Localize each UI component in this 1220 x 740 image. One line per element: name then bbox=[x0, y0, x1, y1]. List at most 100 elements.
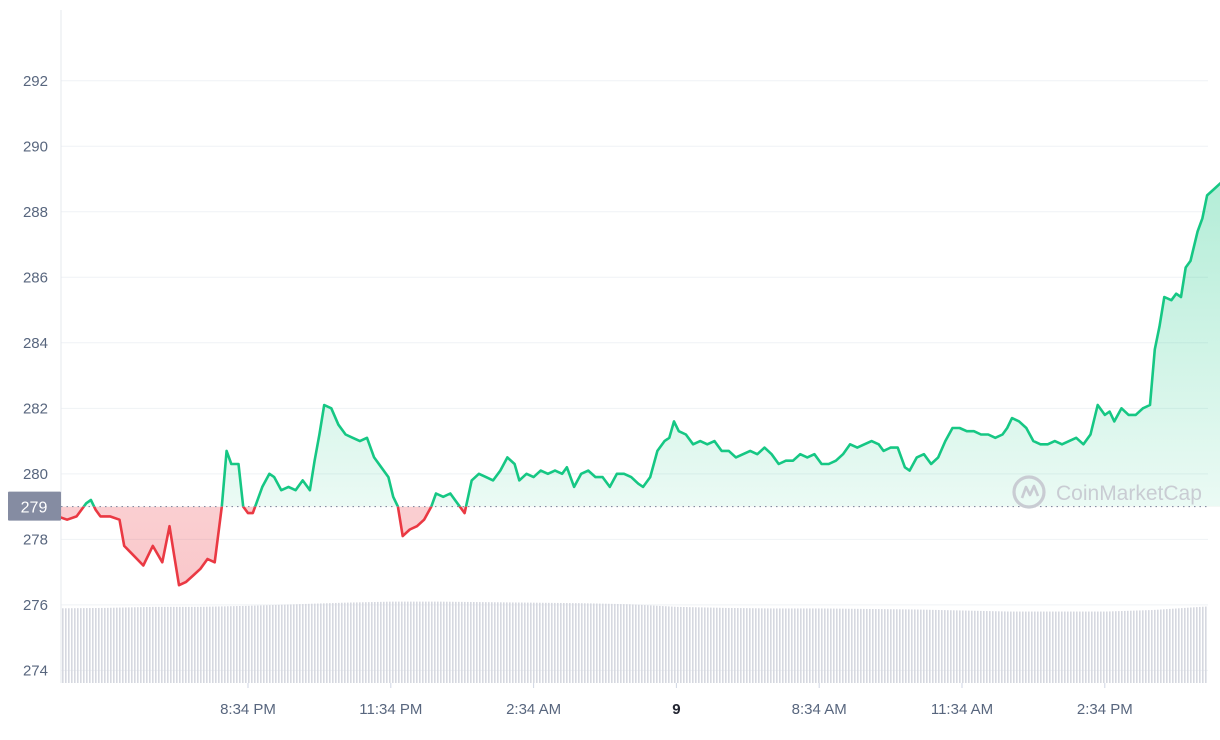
volume-bar bbox=[1160, 609, 1162, 683]
volume-bar bbox=[77, 608, 79, 683]
volume-bar bbox=[1046, 611, 1048, 683]
y-tick-label: 286 bbox=[23, 269, 48, 286]
volume-bar bbox=[839, 608, 841, 683]
volume-bar bbox=[1163, 609, 1165, 683]
volume-bar bbox=[911, 609, 913, 683]
volume-bar bbox=[416, 601, 418, 683]
volume-bar bbox=[779, 608, 781, 683]
volume-bar bbox=[476, 602, 478, 683]
volume-bar bbox=[1100, 611, 1102, 683]
volume-bar bbox=[527, 602, 529, 683]
volume-bar bbox=[776, 608, 778, 683]
volume-bar bbox=[932, 609, 934, 683]
volume-bar bbox=[590, 603, 592, 683]
volume-bar bbox=[146, 607, 148, 683]
volume-bar bbox=[200, 606, 202, 683]
volume-bar bbox=[1085, 611, 1087, 683]
volume-bar bbox=[1052, 611, 1054, 683]
volume-bar bbox=[1133, 610, 1135, 683]
volume-bar bbox=[644, 605, 646, 683]
volume-bar bbox=[1103, 611, 1105, 683]
volume-bar bbox=[692, 607, 694, 683]
volume-bar bbox=[800, 608, 802, 683]
volume-bar bbox=[1091, 611, 1093, 683]
volume-bar bbox=[1169, 608, 1171, 683]
volume-bar bbox=[428, 601, 430, 683]
volume-bar bbox=[293, 604, 295, 683]
y-tick-label: 282 bbox=[23, 400, 48, 417]
volume-bar bbox=[1151, 610, 1153, 683]
volume-bar bbox=[974, 610, 976, 683]
volume-bar bbox=[83, 608, 85, 683]
x-tick-label: 2:34 AM bbox=[506, 701, 561, 718]
x-tick-label: 11:34 PM bbox=[359, 701, 422, 718]
volume-bar bbox=[797, 608, 799, 683]
volume-bar bbox=[1049, 611, 1051, 683]
volume-bar bbox=[338, 602, 340, 683]
volume-bar bbox=[860, 608, 862, 683]
volume-bar bbox=[584, 603, 586, 683]
volume-bar bbox=[365, 602, 367, 683]
volume-bar bbox=[719, 607, 721, 683]
volume-bar bbox=[167, 606, 169, 683]
volume-bar bbox=[518, 602, 520, 683]
volume-bar bbox=[248, 605, 250, 683]
volume-bar bbox=[1073, 611, 1075, 683]
volume-bar bbox=[185, 606, 187, 683]
volume-bar bbox=[311, 603, 313, 683]
volume-bar bbox=[323, 603, 325, 683]
volume-bar bbox=[746, 608, 748, 683]
volume-bar bbox=[107, 607, 109, 683]
volume-bar bbox=[755, 608, 757, 683]
volume-bar bbox=[218, 606, 220, 683]
volume-bar bbox=[938, 609, 940, 683]
volume-bars bbox=[62, 601, 1207, 683]
volume-bar bbox=[143, 607, 145, 683]
volume-bar bbox=[362, 602, 364, 683]
volume-bar bbox=[182, 606, 184, 683]
volume-bar bbox=[593, 603, 595, 683]
volume-bar bbox=[536, 602, 538, 683]
y-tick-label: 280 bbox=[23, 466, 48, 483]
volume-bar bbox=[497, 602, 499, 683]
volume-bar bbox=[725, 607, 727, 683]
volume-bar bbox=[695, 607, 697, 683]
volume-bar bbox=[1079, 611, 1081, 683]
volume-bar bbox=[722, 607, 724, 683]
volume-bar bbox=[119, 607, 121, 683]
volume-bar bbox=[893, 609, 895, 683]
volume-bar bbox=[743, 608, 745, 683]
volume-bar bbox=[1064, 611, 1066, 683]
volume-bar bbox=[947, 610, 949, 683]
volume-bar bbox=[458, 601, 460, 683]
y-tick-label: 288 bbox=[23, 204, 48, 221]
price-area bbox=[48, 183, 1220, 586]
volume-bar bbox=[1067, 611, 1069, 683]
volume-bar bbox=[452, 601, 454, 683]
y-tick-label: 278 bbox=[23, 531, 48, 548]
volume-bar bbox=[1124, 610, 1126, 683]
volume-bar bbox=[164, 606, 166, 683]
volume-bar bbox=[881, 609, 883, 683]
volume-bar bbox=[629, 604, 631, 683]
volume-bar bbox=[392, 601, 394, 683]
volume-bar bbox=[620, 604, 622, 683]
volume-bar bbox=[632, 604, 634, 683]
volume-bar bbox=[1196, 607, 1198, 683]
volume-bar bbox=[557, 602, 559, 683]
volume-bar bbox=[65, 608, 67, 683]
volume-bar bbox=[359, 602, 361, 683]
volume-bar bbox=[488, 602, 490, 683]
volume-bar bbox=[305, 603, 307, 683]
volume-bar bbox=[350, 602, 352, 683]
volume-bar bbox=[500, 602, 502, 683]
y-tick-label: 284 bbox=[23, 335, 48, 352]
volume-bar bbox=[524, 602, 526, 683]
volume-bar bbox=[368, 602, 370, 683]
volume-bar bbox=[380, 601, 382, 683]
volume-bar bbox=[467, 601, 469, 683]
volume-bar bbox=[587, 603, 589, 683]
volume-bar bbox=[188, 606, 190, 683]
volume-bar bbox=[560, 602, 562, 683]
